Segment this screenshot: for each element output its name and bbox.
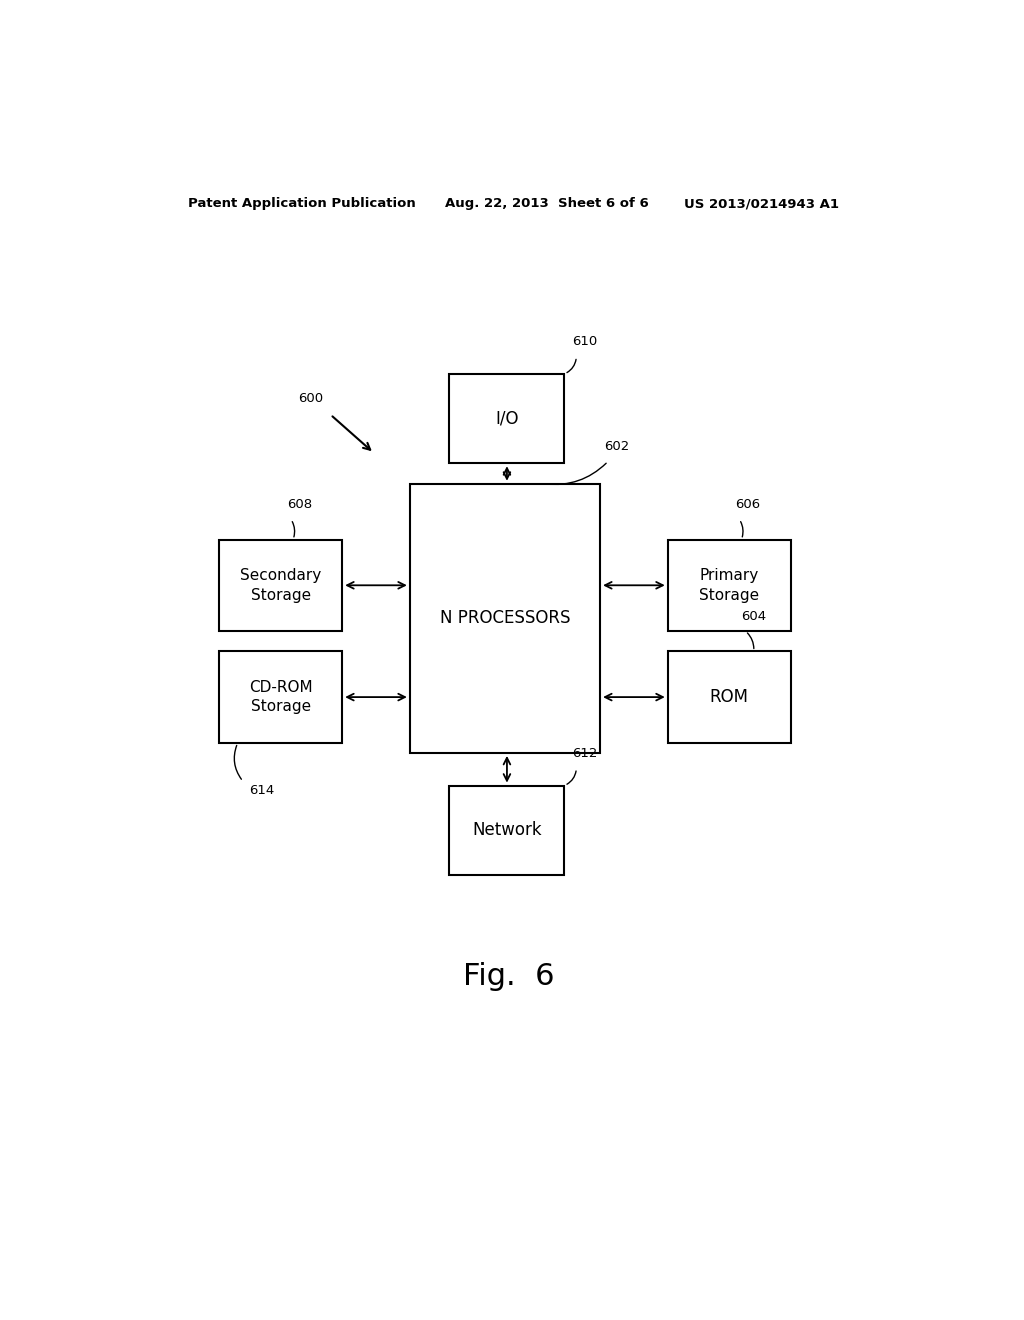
Text: 610: 610 xyxy=(572,335,598,348)
Text: US 2013/0214943 A1: US 2013/0214943 A1 xyxy=(684,197,839,210)
Text: Secondary
Storage: Secondary Storage xyxy=(241,568,322,603)
Text: 604: 604 xyxy=(741,610,767,623)
Text: 608: 608 xyxy=(287,498,312,511)
Bar xyxy=(219,540,342,631)
Text: Primary
Storage: Primary Storage xyxy=(699,568,759,603)
Text: 606: 606 xyxy=(735,498,761,511)
Text: Fig.  6: Fig. 6 xyxy=(463,962,555,991)
Text: 612: 612 xyxy=(572,747,598,760)
Bar xyxy=(450,374,564,463)
Bar xyxy=(450,785,564,875)
Bar xyxy=(219,651,342,743)
Text: Patent Application Publication: Patent Application Publication xyxy=(187,197,416,210)
Text: ROM: ROM xyxy=(710,688,749,706)
Text: 602: 602 xyxy=(604,440,630,453)
Text: 614: 614 xyxy=(250,784,274,797)
Bar xyxy=(668,651,791,743)
Text: Network: Network xyxy=(472,821,542,840)
Text: CD-ROM
Storage: CD-ROM Storage xyxy=(249,680,312,714)
Text: N PROCESSORS: N PROCESSORS xyxy=(439,610,570,627)
Text: 600: 600 xyxy=(299,392,324,405)
Text: Aug. 22, 2013  Sheet 6 of 6: Aug. 22, 2013 Sheet 6 of 6 xyxy=(445,197,649,210)
Bar xyxy=(410,483,600,752)
Text: I/O: I/O xyxy=(496,409,519,428)
Bar xyxy=(668,540,791,631)
